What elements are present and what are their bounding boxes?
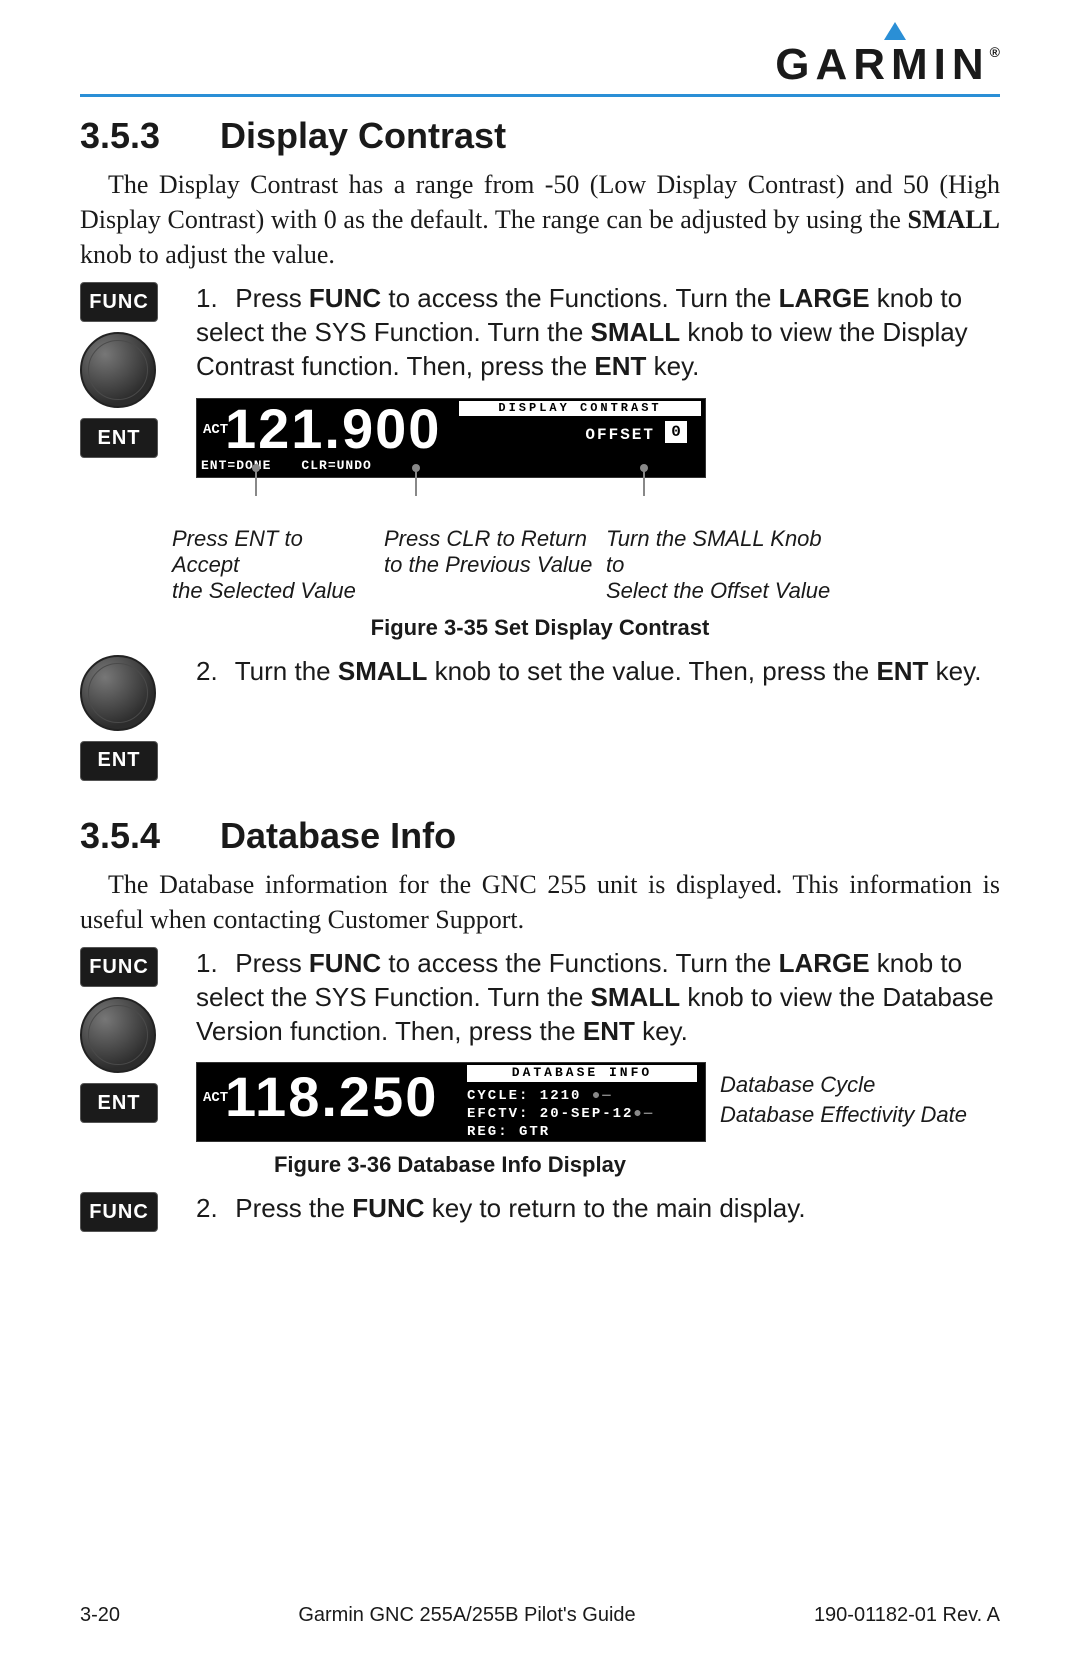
- step-number: 2.: [196, 655, 228, 689]
- step-text: 1. Press FUNC to access the Functions. T…: [196, 947, 1000, 1142]
- figure-caption-335: Figure 3-35 Set Display Contrast: [80, 615, 1000, 641]
- step-icons: FUNC: [80, 1192, 172, 1232]
- page-header: GARMIN®: [80, 40, 1000, 90]
- reg-row: REG: GTR: [467, 1123, 550, 1141]
- doc-rev: 190-01182-01 Rev. A: [814, 1604, 1000, 1627]
- callout-efctv: Database Effectivity Date: [720, 1100, 967, 1130]
- step-number: 1.: [196, 947, 228, 981]
- efctv-row: EFCTV: 20-SEP-12●—: [467, 1105, 654, 1123]
- knob-icon: [80, 332, 156, 408]
- func-button-icon: FUNC: [80, 282, 158, 322]
- callout-1: Press ENT to Acceptthe Selected Value: [172, 526, 372, 605]
- clr-undo-label: CLR=UNDO: [301, 458, 371, 475]
- database-info-screen: ACT 118.250 DATABASE INFO CYCLE: 1210 ●—…: [196, 1062, 706, 1142]
- callout-cycle: Database Cycle: [720, 1070, 967, 1100]
- frequency-value: 118.250: [225, 1061, 438, 1134]
- header-rule: [80, 94, 1000, 97]
- func-button-icon: FUNC: [80, 1192, 158, 1232]
- logo-triangle-icon: [884, 22, 906, 40]
- section-353-heading: 3.5.3Display Contrast: [80, 115, 1000, 157]
- ent-button-icon: ENT: [80, 741, 158, 781]
- callout-pointers: [196, 478, 756, 518]
- offset-value: 0: [665, 421, 687, 443]
- doc-title: Garmin GNC 255A/255B Pilot's Guide: [298, 1604, 635, 1627]
- offset-label: OFFSET: [585, 425, 655, 446]
- step-353-2: ENT 2. Turn the SMALL knob to set the va…: [80, 655, 1000, 781]
- page-number: 3-20: [80, 1604, 120, 1627]
- section-354-heading: 3.5.4Database Info: [80, 815, 1000, 857]
- display-title: DATABASE INFO: [467, 1065, 697, 1082]
- brand-reg: ®: [990, 44, 1000, 60]
- page-footer: 3-20 Garmin GNC 255A/255B Pilot's Guide …: [80, 1604, 1000, 1627]
- display-title: DISPLAY CONTRAST: [459, 401, 701, 417]
- func-button-icon: FUNC: [80, 947, 158, 987]
- step-icons: ENT: [80, 655, 172, 781]
- step-text: 2. Turn the SMALL knob to set the value.…: [196, 655, 1000, 689]
- callouts-row: Press ENT to Acceptthe Selected Value Pr…: [172, 526, 802, 605]
- ent-done-label: ENT=DONE: [201, 458, 271, 475]
- section-title: Display Contrast: [220, 115, 506, 156]
- callout-3: Turn the SMALL Knob toSelect the Offset …: [606, 526, 836, 605]
- knob-icon: [80, 655, 156, 731]
- step-354-1: FUNC ENT 1. Press FUNC to access the Fun…: [80, 947, 1000, 1142]
- step-number: 1.: [196, 282, 228, 316]
- section-num: 3.5.4: [80, 815, 220, 857]
- display-contrast-screen: ACT 121.900 DISPLAY CONTRAST OFFSET 0 EN…: [196, 398, 706, 478]
- step-text: 1. Press FUNC to access the Functions. T…: [196, 282, 1000, 517]
- section-353-para: The Display Contrast has a range from -5…: [80, 167, 1000, 272]
- cycle-row: CYCLE: 1210 ●—: [467, 1087, 613, 1105]
- knob-icon: [80, 997, 156, 1073]
- db-callouts: Database Cycle Database Effectivity Date: [720, 1062, 967, 1121]
- section-354-para: The Database information for the GNC 255…: [80, 867, 1000, 937]
- section-title: Database Info: [220, 815, 456, 856]
- section-num: 3.5.3: [80, 115, 220, 157]
- brand-name: GARMIN: [775, 40, 989, 89]
- garmin-logo: GARMIN®: [775, 40, 1000, 90]
- step-icons: FUNC ENT: [80, 947, 172, 1123]
- ent-button-icon: ENT: [80, 1083, 158, 1123]
- callout-2: Press CLR to Returnto the Previous Value: [384, 526, 594, 605]
- step-text: 2. Press the FUNC key to return to the m…: [196, 1192, 1000, 1226]
- figure-caption-336: Figure 3-36 Database Info Display: [0, 1152, 1000, 1178]
- ent-button-icon: ENT: [80, 418, 158, 458]
- step-354-2: FUNC 2. Press the FUNC key to return to …: [80, 1192, 1000, 1232]
- frequency-value: 121.900: [225, 393, 441, 466]
- step-353-1: FUNC ENT 1. Press FUNC to access the Fun…: [80, 282, 1000, 517]
- step-number: 2.: [196, 1192, 228, 1226]
- step-icons: FUNC ENT: [80, 282, 172, 458]
